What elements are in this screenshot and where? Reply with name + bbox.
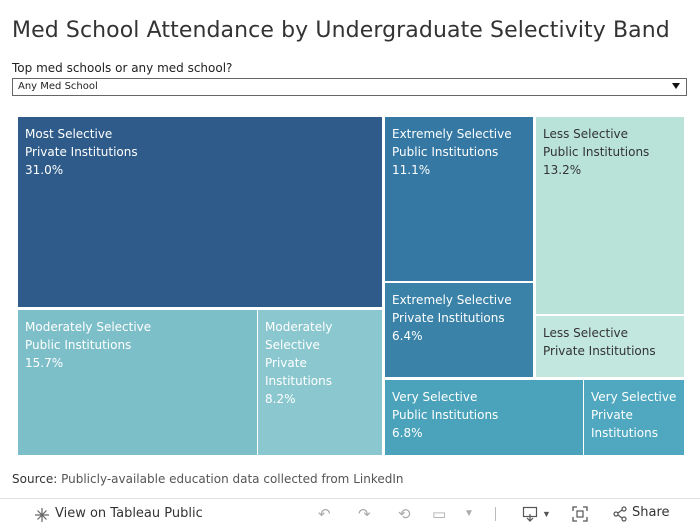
toolbar-divider xyxy=(495,507,496,521)
cell-label-line: 11.1% xyxy=(392,163,431,177)
share-button[interactable]: Share xyxy=(632,505,670,520)
fullscreen-icon[interactable] xyxy=(572,506,588,522)
chevron-down-icon[interactable]: ▼ xyxy=(464,508,474,519)
cell-most-selective-private[interactable]: Most Selective Private Institutions 31.0% xyxy=(18,117,382,307)
cell-label-line: Most Selective xyxy=(25,127,113,141)
cell-label-line: Public Institutions xyxy=(392,408,499,422)
cell-label-line: 31.0% xyxy=(25,163,64,177)
cell-label-line: Private Institutions xyxy=(392,311,505,325)
cell-very-selective-public[interactable]: Very Selective Public Institutions 6.8% xyxy=(385,380,583,455)
cell-label-line: Public Institutions xyxy=(392,145,499,159)
view-on-tableau-link[interactable]: View on Tableau Public xyxy=(55,506,203,521)
cell-label-line: Private Institutions xyxy=(543,344,656,358)
pause-icon[interactable]: ▭ xyxy=(432,506,447,523)
cell-label-line: Institutions xyxy=(265,374,332,388)
share-icon[interactable] xyxy=(612,506,628,522)
tableau-logo-icon xyxy=(35,508,49,522)
cell-label-line: Institutions xyxy=(591,426,658,440)
cell-label-line: Extremely Selective xyxy=(392,127,512,141)
cell-label-line: 13.2% xyxy=(543,163,582,177)
dropdown-selected-value: Any Med School xyxy=(18,81,98,92)
undo-icon[interactable]: ↶ xyxy=(318,506,331,523)
cell-label-line: Private Institutions xyxy=(25,145,138,159)
cell-label-line: Private xyxy=(591,408,633,422)
cell-label-line: 6.8% xyxy=(392,426,423,440)
cell-label-line: Extremely Selective xyxy=(392,293,512,307)
source-prefix: Source: xyxy=(12,472,58,486)
med-school-filter-dropdown[interactable]: Any Med School xyxy=(12,78,687,96)
cell-label-line: Moderately Selective xyxy=(25,320,152,334)
source-note: Source: Publicly-available education dat… xyxy=(12,472,403,486)
revert-icon[interactable]: ⟲ xyxy=(398,506,411,523)
redo-icon[interactable]: ↷ xyxy=(358,506,371,523)
cell-extremely-selective-public[interactable]: Extremely Selective Public Institutions 11… xyxy=(385,117,533,281)
page-title: Med School Attendance by Undergraduate S… xyxy=(12,18,670,43)
cell-less-selective-public[interactable]: Less Selective Public Institutions 13.2% xyxy=(536,117,684,314)
source-text: Publicly-available education data collec… xyxy=(61,472,404,486)
cell-label-line: 15.7% xyxy=(25,356,64,370)
cell-label-line: Public Institutions xyxy=(543,145,650,159)
download-icon[interactable] xyxy=(522,506,538,522)
cell-label-line: Very Selective xyxy=(392,390,478,404)
filter-label: Top med schools or any med school? xyxy=(12,61,233,75)
cell-label-line: Private xyxy=(265,356,307,370)
chevron-down-icon xyxy=(672,83,680,89)
tableau-toolbar: View on Tableau Public ↶ ↷ ⟲ ▭ ▼ ▼ Share xyxy=(0,498,700,527)
cell-label-line: 6.4% xyxy=(392,329,423,343)
cell-less-selective-private[interactable]: Less Selective Private Institutions xyxy=(536,316,684,377)
cell-label-line: Very Selective xyxy=(591,390,677,404)
cell-very-selective-private[interactable]: Very Selective Private Institutions xyxy=(584,380,684,455)
cell-extremely-selective-private[interactable]: Extremely Selective Private Institutions 6… xyxy=(385,283,533,377)
download-chevron-icon[interactable]: ▼ xyxy=(542,509,551,519)
cell-label-line: Selective xyxy=(265,338,320,352)
cell-moderately-selective-public[interactable]: Moderately Selective Public Institutions 1… xyxy=(18,310,257,455)
cell-moderately-selective-private[interactable]: Moderately Selective Private Institutions 8.… xyxy=(258,310,382,455)
cell-label-line: Less Selective xyxy=(543,127,629,141)
cell-label-line: 8.2% xyxy=(265,392,296,406)
cell-label-line: Public Institutions xyxy=(25,338,132,352)
cell-label-line: Moderately xyxy=(265,320,333,334)
cell-label-line: Less Selective xyxy=(543,326,629,340)
